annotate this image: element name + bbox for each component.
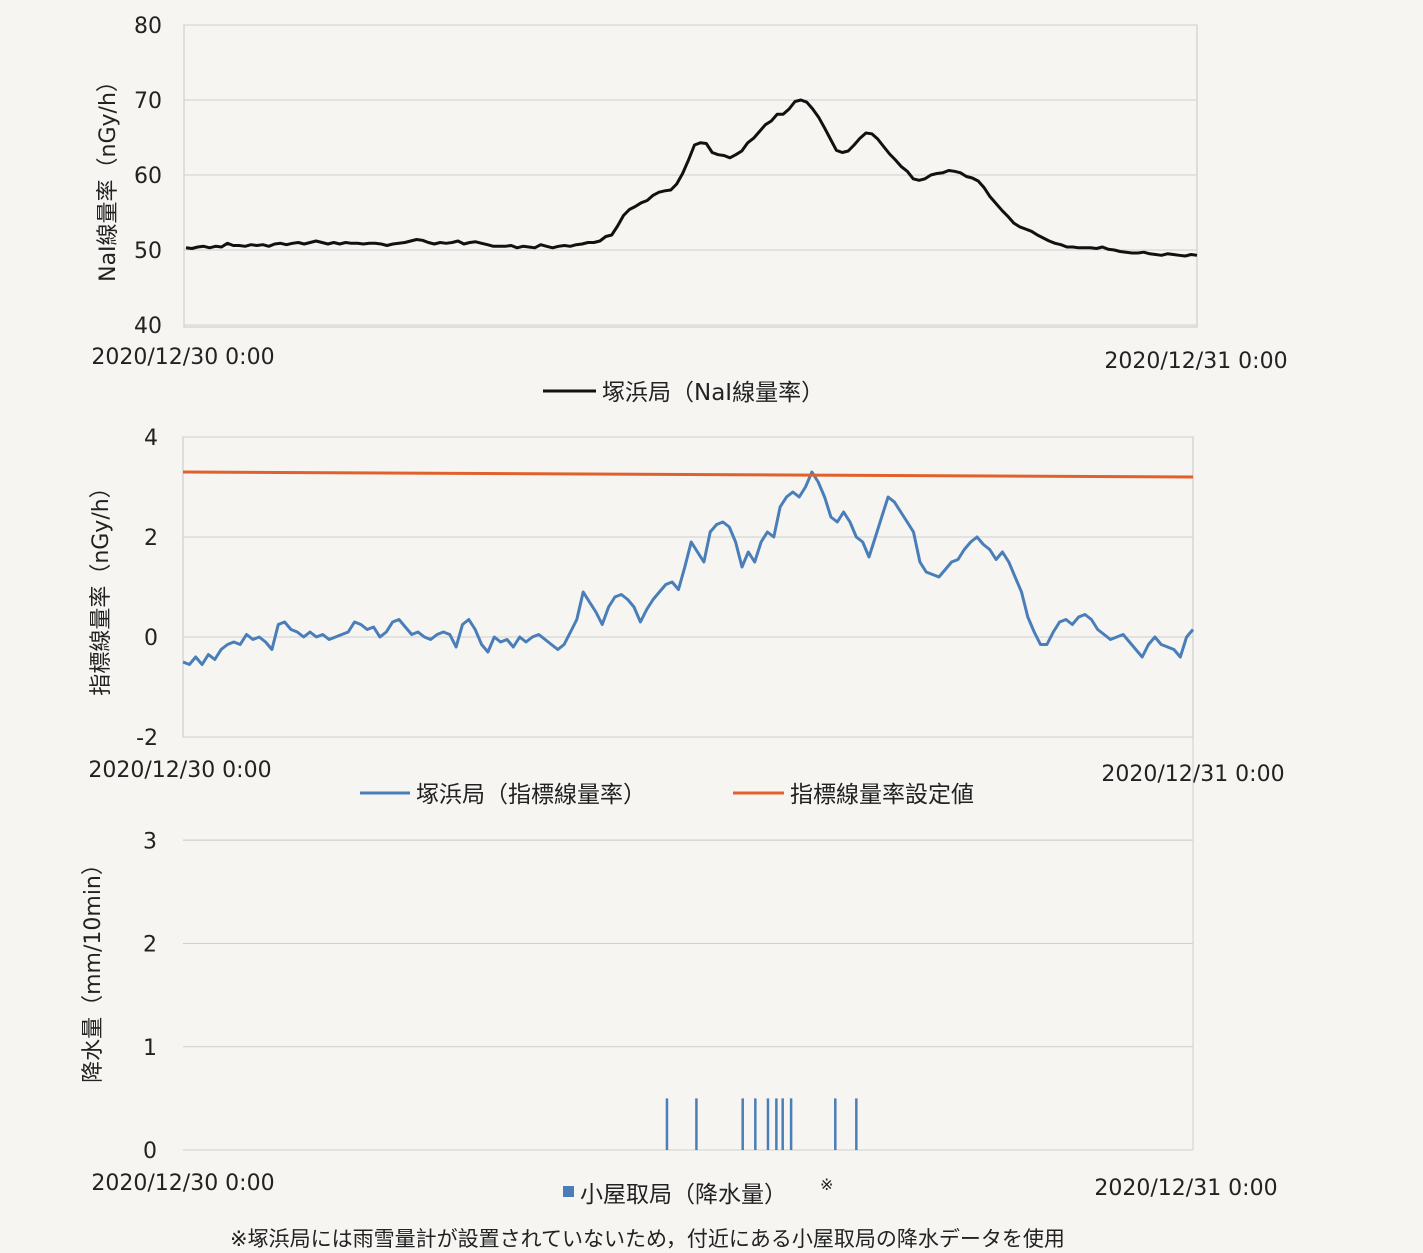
y-tick-label: 40 (134, 314, 162, 339)
legend-nai: 塚浜局（NaI線量率） (543, 380, 824, 406)
x-end-label-precipitation: 2020/12/31 0:00 (1094, 1176, 1277, 1201)
x-start-label-precipitation: 2020/12/30 0:00 (91, 1171, 274, 1196)
y-tick-label: 1 (143, 1036, 157, 1061)
legend-precipitation: 小屋取局（降水量） ※ (563, 1175, 833, 1208)
legend-label-precipitation: 小屋取局（降水量） (580, 1182, 787, 1208)
y-tick-label: 4 (144, 426, 158, 451)
y-axis-label-nai: NaI線量率（nGy/h） (96, 70, 121, 282)
plot-area-nai (183, 24, 1198, 328)
legend-swatch-precipitation (563, 1186, 574, 1197)
y-tick-label: 70 (134, 89, 162, 114)
series-nai (185, 98, 1198, 258)
gridlines-precipitation (183, 737, 1194, 1151)
y-tick-label: 60 (134, 164, 162, 189)
gridlines-indicator (183, 436, 1193, 738)
y-tick-label: 0 (143, 1139, 157, 1164)
series-line-nai (185, 98, 1198, 258)
y-tick-label: 50 (134, 239, 162, 264)
series-indicator (182, 470, 1195, 666)
x-start-label-indicator: 2020/12/30 0:00 (88, 758, 271, 783)
plot-area-indicator (182, 436, 1194, 738)
y-ticks-nai: 40 50 60 70 80 (134, 14, 162, 339)
series-precipitation (665, 1098, 858, 1150)
chart-precipitation: 0 1 2 3 降水量（mm/10min） 2020/12/30 0:00 2020/… (81, 737, 1278, 1208)
y-tick-label: 0 (144, 626, 158, 651)
y-ticks-indicator: -2 0 2 4 (136, 426, 158, 751)
gridlines-nai (184, 24, 1197, 326)
legend-label-nai: 塚浜局（NaI線量率） (602, 380, 824, 406)
x-start-label-nai: 2020/12/30 0:00 (91, 345, 274, 370)
y-axis-label-precipitation: 降水量（mm/10min） (81, 853, 106, 1083)
series-line-indicator (182, 470, 1195, 666)
y-axis-label-indicator: 指標線量率（nGy/h） (89, 476, 114, 695)
legend-label-indicator: 塚浜局（指標線量率） (416, 782, 646, 808)
y-tick-label: -2 (136, 726, 158, 751)
chart-nai: 40 50 60 70 80 NaI線量率（nGy/h） 2020/12/30 0:00… (91, 14, 1287, 406)
y-tick-label: 2 (144, 526, 158, 551)
legend-indicator: 塚浜局（指標線量率） 指標線量率設定値 (360, 782, 974, 808)
legend-label-threshold: 指標線量率設定値 (790, 782, 974, 808)
y-tick-label: 2 (143, 933, 157, 958)
y-ticks-precipitation: 0 1 2 3 (143, 829, 157, 1164)
series-line-threshold (182, 470, 1194, 479)
x-end-label-nai: 2020/12/31 0:00 (1104, 349, 1287, 374)
y-tick-label: 3 (143, 829, 157, 854)
y-tick-label: 80 (134, 14, 162, 39)
footnote: ※塚浜局には雨雪量計が設置されていないため，付近にある小屋取局の降水データを使用 (230, 1227, 1065, 1251)
legend-note-mark: ※ (820, 1175, 833, 1194)
